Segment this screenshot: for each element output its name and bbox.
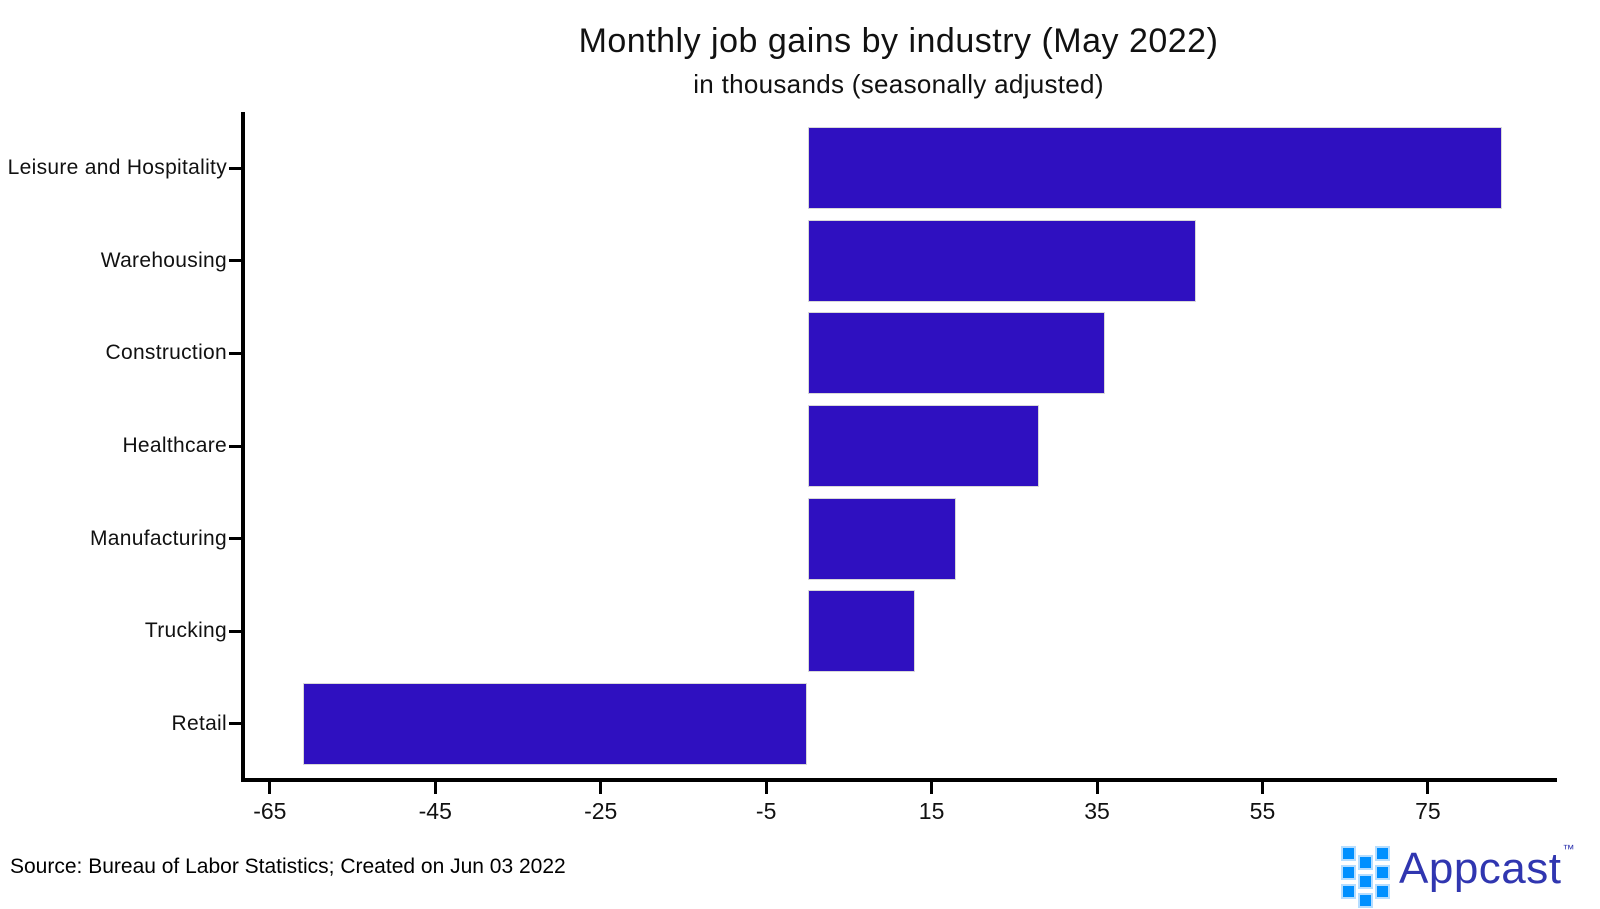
- y-axis-tick: [229, 722, 241, 726]
- logo-square-column: [1375, 846, 1390, 899]
- x-axis-tick: [1426, 782, 1430, 794]
- logo-square: [1375, 884, 1390, 899]
- plot-area: Leisure and Hospitality Warehousing Constr…: [8, 112, 1557, 824]
- logo-square-column: [1341, 846, 1356, 899]
- y-axis-label: Construction: [105, 341, 227, 365]
- logo-square: [1358, 855, 1373, 870]
- y-axis-label: Leisure and Hospitality: [7, 156, 227, 180]
- logo-square: [1358, 893, 1373, 908]
- x-axis-tick: [930, 782, 934, 794]
- x-axis-tick: [433, 782, 437, 794]
- logo-square: [1341, 865, 1356, 880]
- x-axis-label: 35: [1084, 798, 1110, 824]
- y-axis-tick: [229, 259, 241, 263]
- x-axis-label: -65: [253, 798, 287, 824]
- x-axis-label: -45: [418, 798, 452, 824]
- x-axis-label: 75: [1415, 798, 1441, 824]
- y-axis-tick: [229, 444, 241, 448]
- logo-square: [1341, 846, 1356, 861]
- x-axis-label: 15: [918, 798, 945, 824]
- appcast-logo-mark-icon: [1341, 846, 1391, 908]
- bar: [807, 127, 1503, 210]
- y-axis-label: Manufacturing: [90, 526, 227, 550]
- logo-square: [1375, 865, 1390, 880]
- y-axis-tick: [229, 351, 241, 355]
- x-axis-tick: [268, 782, 272, 794]
- y-axis-label: Warehousing: [100, 248, 227, 272]
- x-axis-label: -25: [584, 798, 618, 824]
- y-axis-line: [241, 112, 245, 782]
- logo-square-column: [1358, 855, 1373, 908]
- bar: [807, 312, 1106, 395]
- bar: [807, 497, 957, 580]
- chart-title: Monthly job gains by industry (May 2022): [578, 22, 1219, 60]
- appcast-logo: Appcast ™: [1341, 840, 1575, 908]
- y-axis-label: Retail: [171, 711, 227, 735]
- bar: [807, 219, 1197, 302]
- x-axis-tick: [1095, 782, 1099, 794]
- appcast-logo-wordmark: Appcast: [1399, 844, 1562, 893]
- y-axis-tick: [229, 629, 241, 633]
- y-axis-tick: [229, 166, 241, 170]
- chart-subtitle: in thousands (seasonally adjusted): [693, 69, 1104, 99]
- x-axis-label: -5: [755, 798, 777, 824]
- source-caption: Source: Bureau of Labor Statistics; Crea…: [10, 855, 566, 878]
- bar: [807, 405, 1040, 487]
- y-axis-label: Healthcare: [122, 434, 227, 457]
- logo-square: [1358, 874, 1373, 889]
- y-axis-label: Trucking: [144, 619, 227, 643]
- x-axis-tick: [1260, 782, 1264, 794]
- x-axis-tick: [764, 782, 768, 794]
- x-axis-label: 55: [1249, 798, 1276, 824]
- x-axis-line: [241, 778, 1557, 782]
- logo-square: [1375, 846, 1390, 861]
- trademark-symbol: ™: [1562, 842, 1575, 856]
- bar: [302, 682, 808, 765]
- x-axis-tick: [599, 782, 603, 794]
- bar: [807, 590, 916, 673]
- y-axis-tick: [229, 537, 241, 541]
- title-block: Monthly job gains by industry (May 2022)…: [245, 22, 1552, 100]
- logo-square: [1341, 884, 1356, 899]
